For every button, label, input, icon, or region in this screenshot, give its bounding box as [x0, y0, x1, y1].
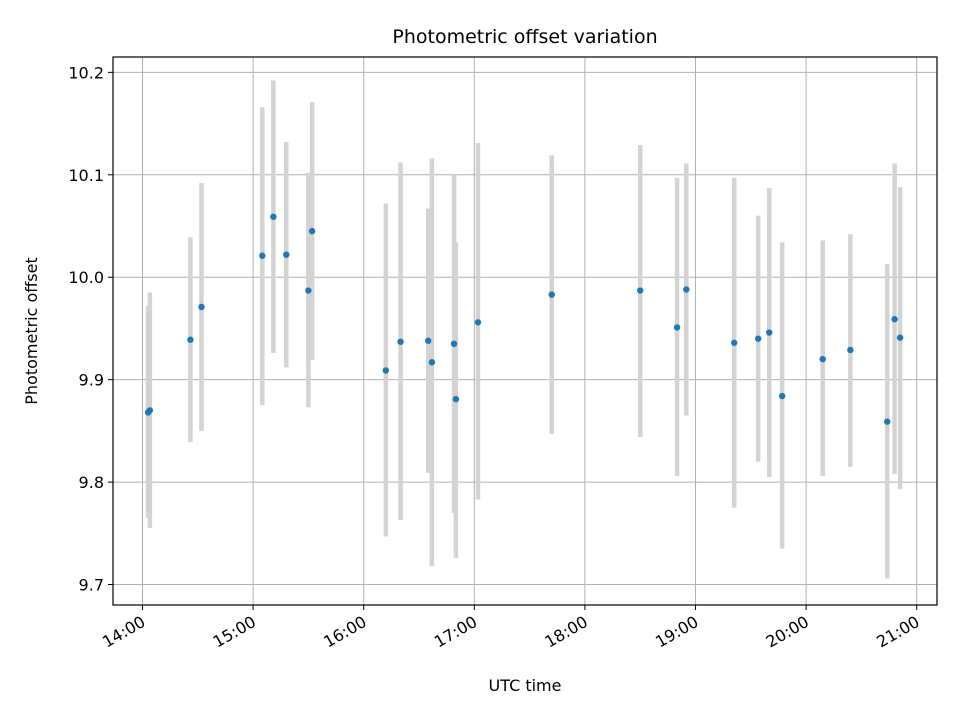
data-point — [187, 336, 194, 343]
data-point — [382, 367, 390, 374]
y-tick-label: 9.8 — [79, 473, 104, 492]
data-point — [397, 338, 404, 345]
data-point — [891, 316, 898, 323]
data-point — [198, 303, 205, 311]
data-points — [144, 213, 904, 425]
data-point — [450, 340, 458, 348]
data-point — [896, 334, 904, 341]
data-point — [766, 329, 773, 336]
data-point — [819, 355, 826, 363]
data-point — [683, 286, 690, 293]
data-point — [474, 319, 482, 326]
grid — [113, 57, 937, 605]
data-point — [731, 339, 738, 346]
data-point — [283, 251, 290, 258]
data-point — [884, 418, 891, 425]
y-tick-label: 10.1 — [68, 166, 104, 185]
chart-title: Photometric offset variation — [392, 26, 657, 48]
data-point — [308, 227, 316, 235]
data-point — [428, 359, 436, 366]
plot-frame — [112, 56, 938, 606]
data-point — [754, 335, 762, 342]
y-tick-label: 9.7 — [79, 576, 104, 595]
y-axis-ticks: 9.7 9.8 9.9 10.0 10.1 10.2 — [68, 63, 113, 595]
data-point — [305, 287, 312, 294]
data-point — [146, 407, 154, 414]
data-point — [637, 287, 644, 294]
data-point — [259, 252, 266, 259]
data-point — [847, 346, 854, 354]
y-tick-label: 10.2 — [68, 63, 104, 82]
data-point — [548, 291, 555, 298]
y-axis-label: Photometric offset — [22, 257, 41, 405]
data-point — [673, 324, 681, 331]
data-point — [425, 337, 432, 344]
data-point — [452, 395, 460, 403]
data-point — [778, 392, 786, 400]
data-point — [270, 213, 277, 220]
x-axis-label: UTC time — [489, 676, 562, 695]
y-tick-label: 10.0 — [68, 268, 104, 287]
y-tick-label: 9.9 — [79, 371, 104, 390]
